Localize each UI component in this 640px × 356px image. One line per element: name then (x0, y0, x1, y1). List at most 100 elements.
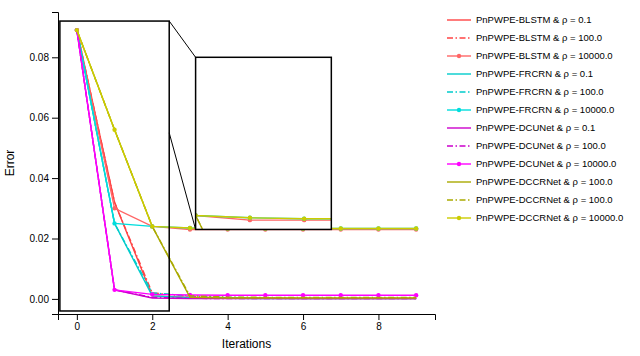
series-point (414, 227, 418, 231)
legend-label: PnPWPE-FRCRN & ρ = 10000.0 (476, 104, 614, 115)
series-point (188, 226, 192, 230)
legend-item: PnPWPE-BLSTM & ρ = 100.0 (447, 32, 602, 43)
series-line (77, 30, 416, 298)
legend-label: PnPWPE-DCCRNet & ρ = 100.0 (476, 176, 613, 187)
legend-swatch (447, 145, 471, 146)
series-group (75, 28, 419, 299)
legend-item: PnPWPE-DCCRNet & ρ = 100.0 (447, 176, 613, 187)
x-tick: 2 (150, 314, 156, 332)
legend-label: PnPWPE-DCCRNet & ρ = 10000.0 (476, 212, 623, 223)
series-point (150, 224, 154, 228)
series-point (150, 292, 154, 296)
x-tick-label: 0 (75, 321, 81, 332)
legend-label: PnPWPE-BLSTM & ρ = 100.0 (476, 32, 602, 43)
legend-label: PnPWPE-DCCRNet & ρ = 100.0 (476, 194, 613, 205)
legend-marker (457, 54, 461, 58)
inset-line (196, 57, 332, 218)
legend-swatch (447, 181, 471, 182)
legend-swatch (447, 199, 471, 200)
x-tick-mark (303, 314, 304, 320)
y-axis-line (52, 13, 59, 315)
x-tick: 8 (376, 314, 382, 332)
series-point (75, 28, 79, 32)
y-tick-label: 0.04 (30, 173, 50, 184)
legend-marker (457, 216, 461, 220)
series-line (77, 30, 416, 298)
y-tick: 0.02 (30, 233, 58, 244)
legend-label: PnPWPE-FRCRN & ρ = 100.0 (476, 86, 604, 97)
legend-item: PnPWPE-DCUNet & ρ = 100.0 (447, 140, 606, 151)
inset-point (248, 216, 252, 220)
x-tick-mark (228, 314, 229, 320)
inset-point (302, 217, 306, 221)
x-axis-line (59, 315, 436, 321)
x-tick-label: 2 (150, 321, 156, 332)
legend-swatch (447, 91, 471, 92)
inset-series-group (196, 57, 332, 229)
legend-swatch (447, 19, 471, 20)
x-tick-mark (152, 314, 153, 320)
x-tick: 4 (225, 314, 231, 332)
y-tick: 0.06 (30, 112, 58, 123)
legend-swatch (447, 127, 471, 128)
series-point (75, 28, 79, 32)
legend-marker (457, 108, 461, 112)
inset-line (196, 57, 332, 229)
series-point (376, 226, 380, 230)
inset-frame (196, 57, 332, 229)
inset-line (196, 57, 332, 229)
series-point (414, 226, 418, 230)
y-tick-mark (52, 57, 58, 58)
y-axis-title: Error (3, 150, 17, 177)
legend-item: PnPWPE-BLSTM & ρ = 10000.0 (447, 50, 613, 61)
inset-line (196, 57, 332, 229)
connector (169, 133, 195, 230)
y-axis: 0.00 0.02 0.04 0.06 0.08 (30, 13, 59, 315)
inset-line (196, 57, 332, 229)
legend-swatch (447, 73, 471, 74)
x-tick-label: 4 (225, 321, 231, 332)
series-line (77, 30, 416, 228)
series-point (150, 224, 154, 228)
series-line (77, 30, 416, 298)
series-point (112, 288, 116, 292)
y-tick-mark (52, 178, 58, 179)
legend-marker (457, 162, 461, 166)
series-point (112, 206, 116, 210)
legend-item: PnPWPE-FRCRN & ρ = 100.0 (447, 86, 604, 97)
inset-line (196, 57, 332, 218)
x-axis-title: Iterations (222, 337, 271, 351)
legend-label: PnPWPE-DCUNet & ρ = 100.0 (476, 140, 606, 151)
series-point (376, 226, 380, 230)
series-point (414, 226, 418, 230)
series-line (77, 30, 416, 228)
series-point (112, 221, 116, 225)
y-tick-mark (52, 299, 58, 300)
legend: PnPWPE-BLSTM & ρ = 0.1 PnPWPE-BLSTM & ρ =… (447, 14, 623, 223)
legend-item: PnPWPE-BLSTM & ρ = 0.1 (447, 14, 591, 25)
inset-point (248, 216, 252, 220)
legend-item: PnPWPE-DCCRNet & ρ = 10000.0 (447, 212, 623, 223)
legend-label: PnPWPE-BLSTM & ρ = 10000.0 (476, 50, 613, 61)
inset-line (196, 57, 332, 229)
y-tick: 0.08 (30, 52, 58, 63)
series-point (339, 226, 343, 230)
x-tick: 6 (301, 314, 307, 332)
inset-line (196, 57, 332, 229)
y-tick-label: 0.00 (30, 294, 50, 305)
legend-label: PnPWPE-DCUNet & ρ = 10000.0 (476, 158, 616, 169)
series-point (75, 28, 79, 32)
legend-swatch (447, 37, 471, 38)
inset-line (196, 57, 332, 220)
series-point (188, 226, 192, 230)
inset-background (196, 57, 332, 229)
legend-item: PnPWPE-DCUNet & ρ = 0.1 (447, 122, 595, 133)
series-point (75, 28, 79, 32)
x-tick: 0 (75, 314, 81, 332)
x-tick-mark (77, 314, 78, 320)
x-axis: 0 2 4 6 8 (59, 314, 436, 332)
zoom-box (60, 21, 169, 311)
series-line (77, 30, 416, 229)
inset-point (302, 217, 306, 221)
series-line (77, 30, 416, 298)
